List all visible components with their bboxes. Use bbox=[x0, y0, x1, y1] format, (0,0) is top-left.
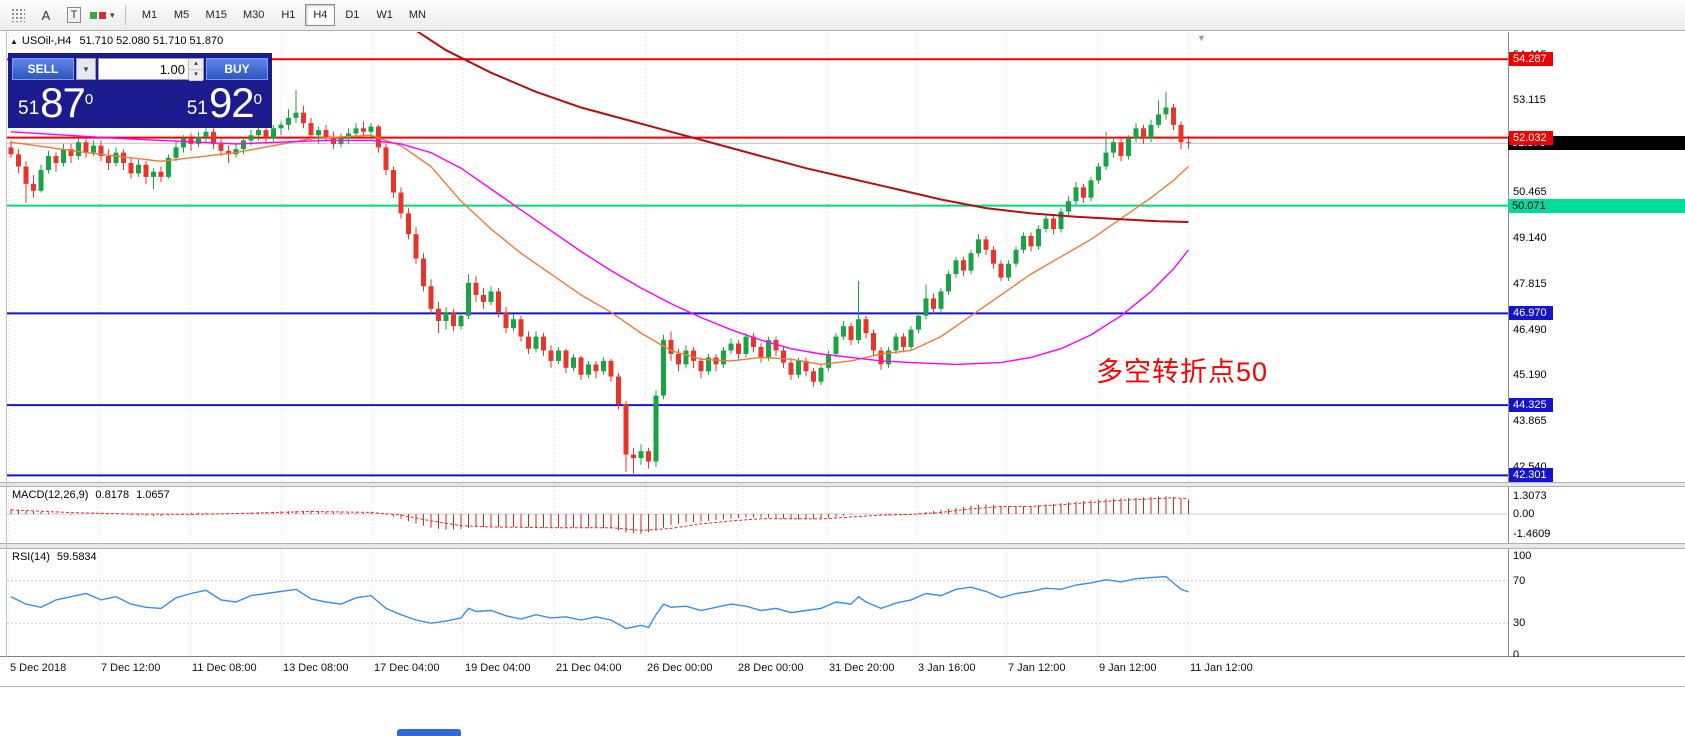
bid-pip: 0 bbox=[84, 91, 94, 108]
price-scale-label: 45.190 bbox=[1513, 369, 1547, 382]
time-axis-label: 17 Dec 04:00 bbox=[374, 662, 440, 674]
ask-pip: 0 bbox=[253, 91, 262, 108]
macd-value-main: 0.8178 bbox=[95, 489, 130, 501]
ask-price: 51 92 0 bbox=[187, 81, 262, 125]
dots-glyph bbox=[11, 8, 25, 22]
volume-stepper[interactable]: ▴ ▾ bbox=[188, 59, 203, 81]
ohlc-values: 51.710 52.080 51.710 51.870 bbox=[79, 35, 224, 47]
rsi-scale-label: 70 bbox=[1513, 574, 1526, 587]
price-scale-badge: 42.301 bbox=[1509, 468, 1553, 483]
price-scale-badge: 44.325 bbox=[1509, 398, 1553, 413]
time-axis-label: 19 Dec 04:00 bbox=[465, 662, 531, 674]
collapse-triangle-icon: ▲ bbox=[10, 37, 18, 46]
price-scale-badge: 46.970 bbox=[1509, 306, 1553, 321]
rsi-scale-label: 0 bbox=[1513, 649, 1520, 661]
ask-handle: 51 bbox=[186, 98, 208, 119]
price-scale-badge: 54.287 bbox=[1509, 52, 1553, 67]
one-click-trading-widget: SELL ▾ 1.00 ▴ ▾ BUY 51 87 0 51 92 0 bbox=[8, 53, 272, 128]
timeframe-h4[interactable]: H4 bbox=[305, 4, 336, 26]
panel-splitter-rsi[interactable] bbox=[0, 543, 1685, 549]
window-bottom-border bbox=[0, 686, 1685, 687]
bid-price: 51 87 0 bbox=[18, 81, 93, 125]
buy-button[interactable]: BUY bbox=[206, 58, 268, 80]
toolbar-separator bbox=[124, 5, 126, 25]
timeframe-mn[interactable]: MN bbox=[402, 4, 433, 26]
macd-scale-label: 1.3073 bbox=[1513, 490, 1547, 503]
panel-splitter-macd[interactable] bbox=[0, 482, 1685, 487]
rsi-name: RSI(14) bbox=[12, 551, 50, 563]
price-scale-label: 49.140 bbox=[1513, 232, 1547, 244]
chart-annotation: 多空转折点50 bbox=[1096, 357, 1269, 387]
grid-dots-icon[interactable] bbox=[5, 3, 31, 27]
chart-header: ▲ USOil-,H4 51.710 52.080 51.710 51.870 bbox=[10, 35, 223, 47]
text-tool-icon[interactable]: A bbox=[41, 7, 51, 23]
timeframe-d1[interactable]: D1 bbox=[337, 4, 367, 26]
volume-down-icon[interactable]: ▾ bbox=[189, 70, 203, 81]
macd-scale-label: -1.4609 bbox=[1513, 528, 1551, 540]
time-axis[interactable]: 5 Dec 2018 7 Dec 12:00 11 Dec 08:00 13 Dec … bbox=[0, 657, 1685, 686]
timeframe-m1[interactable]: M1 bbox=[135, 4, 165, 26]
time-axis-label: 7 Jan 12:00 bbox=[1008, 662, 1066, 674]
time-axis-label: 13 Dec 08:00 bbox=[283, 662, 349, 674]
label-tool-icon[interactable]: T bbox=[61, 3, 87, 27]
volume-value[interactable]: 1.00 bbox=[159, 62, 185, 77]
taskbar-item[interactable] bbox=[397, 729, 461, 736]
time-axis-label: 7 Dec 12:00 bbox=[101, 662, 161, 674]
ask-figure: 92 bbox=[208, 79, 255, 126]
time-axis-label: 26 Dec 00:00 bbox=[647, 662, 713, 674]
green-swatch-icon bbox=[90, 11, 97, 19]
time-axis-label: 11 Dec 08:00 bbox=[192, 662, 257, 674]
price-scale-label: 50.465 bbox=[1513, 186, 1547, 198]
timeframe-m15[interactable]: M15 bbox=[199, 4, 234, 26]
timeframe-m30[interactable]: M30 bbox=[236, 4, 271, 26]
time-axis-label: 3 Jan 16:00 bbox=[918, 662, 976, 674]
sell-button[interactable]: SELL bbox=[12, 58, 74, 80]
rsi-scale-label: 30 bbox=[1513, 617, 1526, 630]
timeframe-w1[interactable]: W1 bbox=[369, 4, 400, 26]
objects-palette-icon[interactable]: ▾ bbox=[89, 3, 116, 27]
volume-field[interactable]: 1.00 ▴ ▾ bbox=[98, 58, 204, 81]
macd-value-signal: 1.0657 bbox=[136, 489, 170, 501]
bid-handle: 51 bbox=[18, 98, 40, 119]
time-axis-label: 5 Dec 2018 bbox=[10, 662, 67, 674]
macd-name: MACD(12,26,9) bbox=[12, 489, 89, 501]
bid-figure: 87 bbox=[40, 79, 86, 126]
red-swatch-icon bbox=[99, 11, 106, 19]
rsi-value: 59.5834 bbox=[56, 551, 97, 563]
label-tool-glyph: T bbox=[66, 7, 82, 23]
chevron-down-icon: ▾ bbox=[110, 9, 115, 20]
price-scale-badge: 52.032 bbox=[1509, 130, 1553, 145]
price-scale-badge: 50.071 bbox=[1508, 198, 1685, 213]
time-axis-border bbox=[0, 656, 1685, 657]
volume-up-icon[interactable]: ▴ bbox=[189, 59, 203, 70]
price-scale-label: 46.490 bbox=[1513, 324, 1547, 336]
timeframe-h1[interactable]: H1 bbox=[273, 4, 303, 26]
toolbar: A T ▾ M1 M5 M15 M30 H1 H4 D1 W1 MN bbox=[0, 0, 1685, 31]
macd-label: MACD(12,26,9) 0.8178 1.0657 bbox=[12, 489, 170, 501]
price-scale[interactable]: 54.41553.11550.46549.14047.81546.49045.1… bbox=[1508, 0, 1685, 736]
rsi-label: RSI(14) 59.5834 bbox=[12, 551, 97, 563]
window-left-border bbox=[6, 31, 7, 686]
symbol-period: USOil-,H4 bbox=[21, 35, 72, 47]
volume-dropdown[interactable]: ▾ bbox=[76, 58, 96, 80]
timeframe-m5[interactable]: M5 bbox=[167, 4, 197, 26]
chart-shift-marker: ▼ bbox=[1197, 33, 1206, 43]
time-axis-label: 21 Dec 04:00 bbox=[556, 662, 622, 674]
price-scale-label: 53.115 bbox=[1513, 94, 1546, 106]
time-axis-label: 28 Dec 00:00 bbox=[738, 662, 804, 674]
macd-scale-label: 0.00 bbox=[1513, 508, 1535, 520]
time-axis-label: 11 Jan 12:00 bbox=[1190, 662, 1253, 674]
rsi-scale-label: 100 bbox=[1513, 550, 1532, 562]
price-scale-label: 47.815 bbox=[1513, 278, 1547, 290]
time-axis-label: 31 Dec 20:00 bbox=[829, 662, 895, 674]
price-scale-label: 43.865 bbox=[1513, 415, 1547, 428]
time-axis-label: 9 Jan 12:00 bbox=[1099, 662, 1157, 674]
